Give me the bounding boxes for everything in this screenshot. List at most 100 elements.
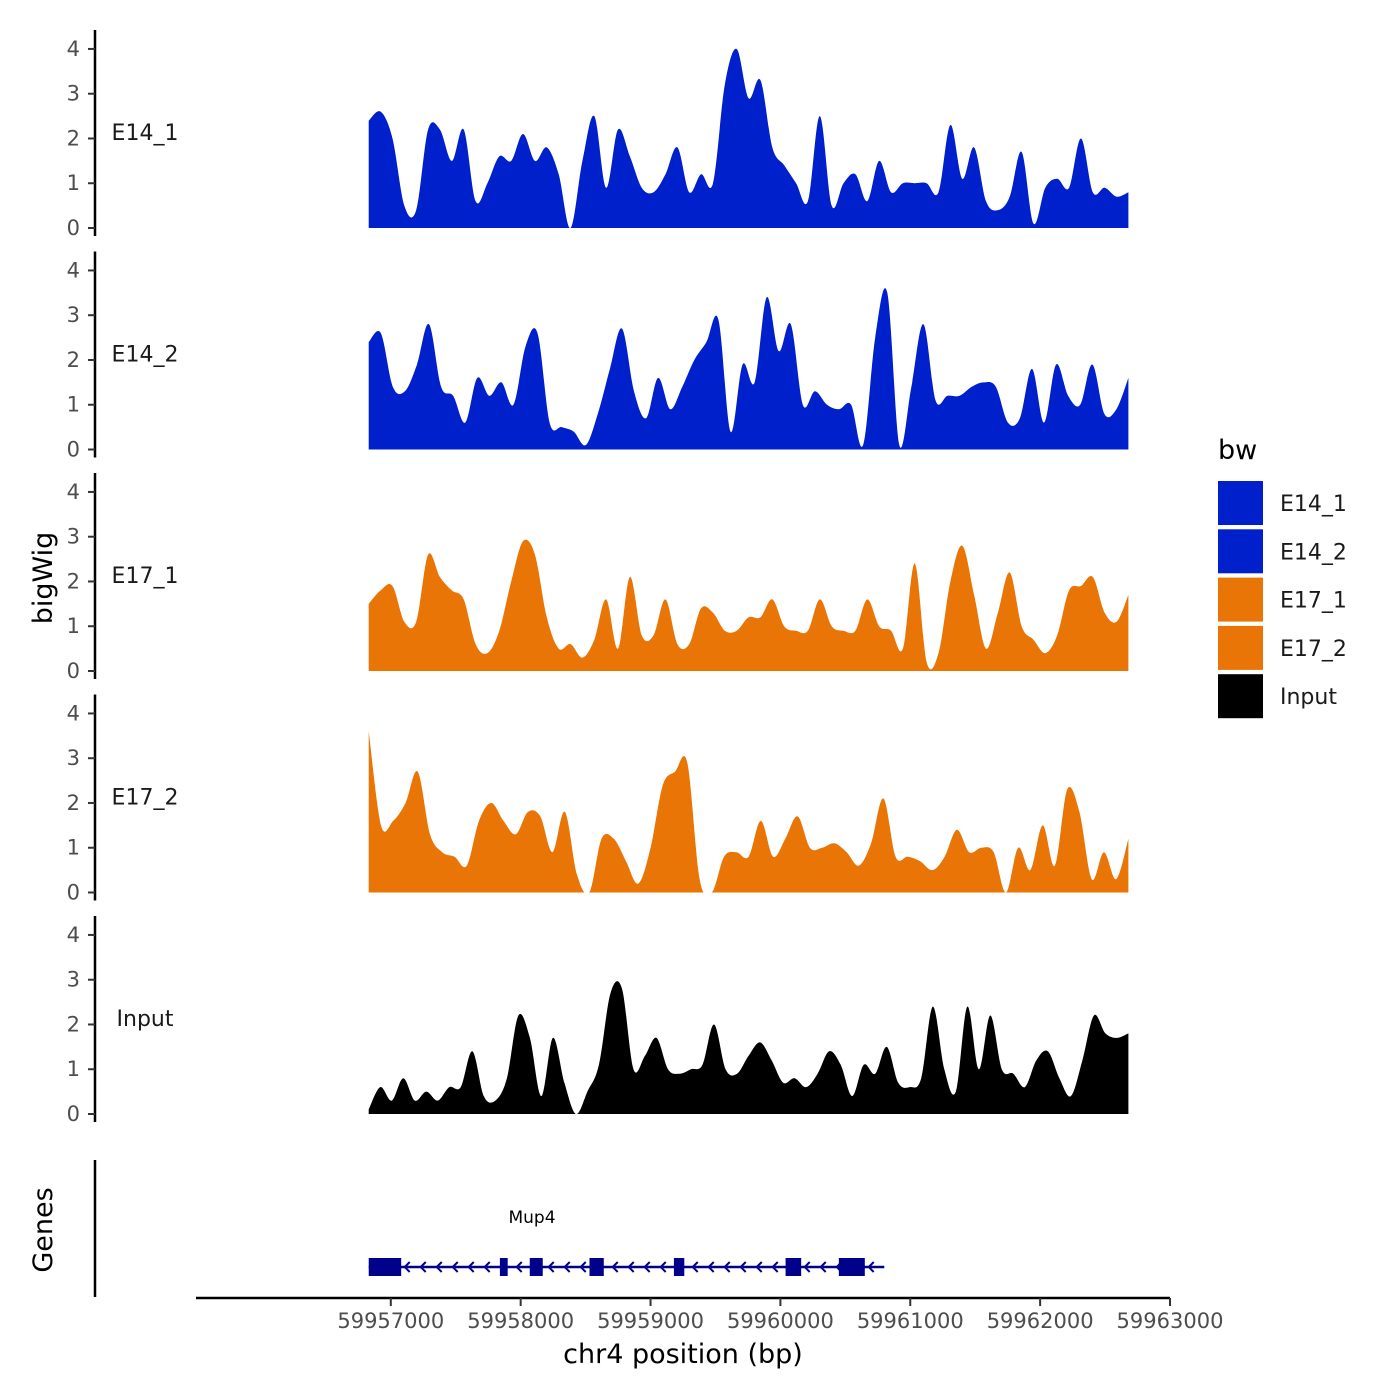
x-axis: 59957000 59958000 59959000 59960000 59961000… <box>196 1296 1224 1333</box>
strand-chevron <box>819 1261 827 1273</box>
legend-swatch <box>1218 577 1263 622</box>
gene-exon <box>673 1258 685 1276</box>
y-tick-label: 1 <box>67 393 80 417</box>
legend-swatch <box>1218 481 1263 525</box>
track-label: E14_2 <box>112 343 179 368</box>
strand-chevron <box>579 1261 587 1273</box>
track-e14-2: 0 1 2 3 4 E14_2 <box>67 251 1129 462</box>
x-tick-label: 59963000 <box>1117 1309 1224 1333</box>
x-tick-label: 59959000 <box>597 1309 704 1333</box>
strand-chevron <box>611 1261 619 1273</box>
strand-chevron <box>867 1261 875 1273</box>
gene-exon <box>529 1258 543 1276</box>
track-e17-2: 0 1 2 3 4 E17_2 <box>67 694 1129 905</box>
coverage-tracks: 0 1 2 3 4 E14_1 0 1 2 3 4 E14_2 0 1 2 3 4 E17_1 0 1 2 3 4 E17_2… <box>67 30 1129 1126</box>
legend-label: E17_2 <box>1280 637 1347 662</box>
coverage-area <box>368 288 1129 450</box>
y-tick-label: 3 <box>67 746 80 770</box>
strand-chevron <box>563 1261 571 1273</box>
strand-chevron <box>467 1261 475 1273</box>
strand-chevron <box>803 1261 811 1273</box>
strand-chevron <box>691 1261 699 1273</box>
y-tick-label: 4 <box>67 923 80 947</box>
legend-swatch <box>1218 674 1263 719</box>
y-tick-label: 2 <box>67 1012 80 1036</box>
legend-entry: E17_2 <box>1218 625 1347 670</box>
legend-label: E14_2 <box>1280 540 1347 565</box>
strand-chevron <box>755 1261 763 1273</box>
y-tick-label: 3 <box>67 525 80 549</box>
y-tick-label: 2 <box>67 348 80 372</box>
strand-chevron <box>515 1261 523 1273</box>
gene-exon <box>838 1258 865 1276</box>
coverage-area <box>368 48 1129 228</box>
y-tick-label: 1 <box>67 614 80 638</box>
x-tick-label: 59961000 <box>857 1309 964 1333</box>
y-tick-label: 2 <box>67 791 80 815</box>
strand-chevron <box>435 1261 443 1273</box>
legend: bw E14_1 E14_2 E17_1 E17_2 Input <box>1218 435 1347 719</box>
y-tick-label: 1 <box>67 836 80 860</box>
legend-entry: Input <box>1218 674 1337 719</box>
legend-label: E14_1 <box>1280 492 1347 517</box>
strand-chevron <box>739 1261 747 1273</box>
strand-chevron <box>547 1261 555 1273</box>
track-e14-1: 0 1 2 3 4 E14_1 <box>67 30 1129 240</box>
strand-chevron <box>419 1261 427 1273</box>
y-tick-label: 1 <box>67 1057 80 1081</box>
strand-chevron <box>643 1261 651 1273</box>
track-label: E17_1 <box>112 564 179 589</box>
y-tick-label: 0 <box>67 659 80 683</box>
y-tick-label: 4 <box>67 258 80 282</box>
genes-panel: Mup4 <box>93 1160 885 1297</box>
y-tick-label: 1 <box>67 171 80 195</box>
legend-label: Input <box>1280 685 1337 710</box>
y-tick-label: 2 <box>67 126 80 150</box>
y-tick-label: 4 <box>67 37 80 61</box>
genes-axis-title: Genes <box>28 1187 59 1272</box>
legend-swatch <box>1218 625 1263 670</box>
y-tick-label: 4 <box>67 701 80 725</box>
gene-exon <box>368 1258 402 1276</box>
coverage-area <box>368 731 1129 893</box>
strand-chevron <box>403 1261 411 1273</box>
y-tick-label: 0 <box>67 881 80 905</box>
x-tick-label: 59962000 <box>987 1309 1094 1333</box>
coverage-area <box>368 981 1129 1114</box>
gene-exon <box>499 1258 508 1276</box>
legend-entry: E14_1 <box>1218 481 1347 525</box>
legend-title: bw <box>1218 435 1257 466</box>
y-axis-title: bigWig <box>28 532 59 625</box>
y-tick-label: 4 <box>67 480 80 504</box>
y-tick-label: 0 <box>67 216 80 240</box>
y-tick-label: 0 <box>67 438 80 462</box>
gene-label: Mup4 <box>508 1208 555 1228</box>
x-axis-title: chr4 position (bp) <box>563 1339 803 1370</box>
y-tick-label: 3 <box>67 82 80 106</box>
gene-mup4: Mup4 <box>368 1208 885 1276</box>
strand-chevron <box>483 1261 491 1273</box>
strand-chevron <box>627 1261 635 1273</box>
y-tick-label: 0 <box>67 1102 80 1126</box>
gene-exon <box>785 1258 802 1276</box>
strand-chevron <box>659 1261 667 1273</box>
y-tick-label: 3 <box>67 968 80 992</box>
strand-chevron <box>771 1261 779 1273</box>
track-label: E14_1 <box>112 121 179 146</box>
track-input: 0 1 2 3 4 Input <box>67 916 1129 1126</box>
x-tick-label: 59960000 <box>727 1309 834 1333</box>
track-label: Input <box>117 1007 174 1032</box>
y-tick-label: 3 <box>67 303 80 327</box>
strand-chevron <box>451 1261 459 1273</box>
y-tick-label: 2 <box>67 569 80 593</box>
track-e17-1: 0 1 2 3 4 E17_1 <box>67 473 1129 683</box>
x-tick-label: 59958000 <box>467 1309 574 1333</box>
track-label: E17_2 <box>112 786 179 811</box>
legend-label: E17_1 <box>1280 589 1347 614</box>
coverage-area <box>368 539 1129 671</box>
gene-exon <box>589 1258 604 1276</box>
strand-chevron <box>707 1261 715 1273</box>
legend-swatch <box>1218 529 1263 574</box>
legend-entry: E17_1 <box>1218 577 1347 622</box>
